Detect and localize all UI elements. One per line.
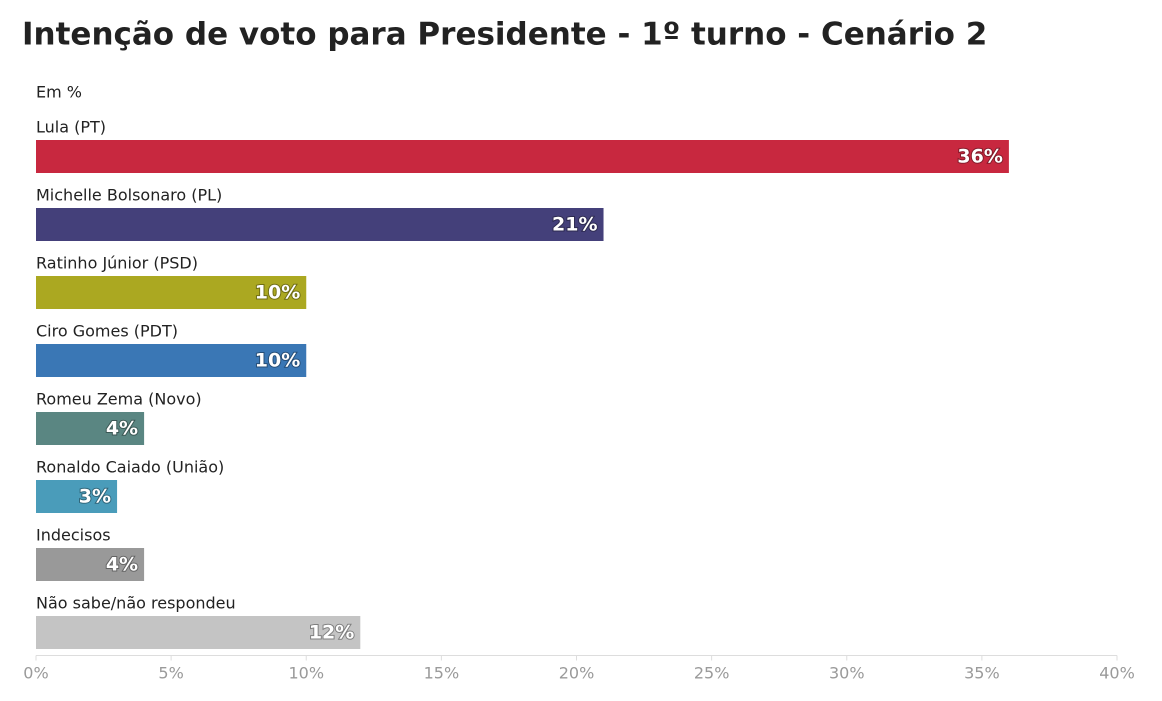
bar xyxy=(36,344,307,377)
value-label: 4% xyxy=(106,418,138,440)
value-label: 10% xyxy=(255,282,300,304)
category-label: Lula (PT) xyxy=(36,118,106,137)
bar xyxy=(36,616,361,649)
x-tick-label: 20% xyxy=(559,664,595,683)
value-label: 21% xyxy=(552,214,597,236)
x-tick-label: 35% xyxy=(964,664,1000,683)
bar xyxy=(36,140,1009,173)
value-label: 10% xyxy=(255,350,300,372)
category-label: Ciro Gomes (PDT) xyxy=(36,322,178,341)
x-tick-label: 30% xyxy=(829,664,865,683)
category-label: Michelle Bolsonaro (PL) xyxy=(36,186,222,205)
value-label: 12% xyxy=(309,622,354,644)
bar xyxy=(36,412,145,445)
x-tick-label: 10% xyxy=(288,664,324,683)
value-label: 36% xyxy=(957,146,1002,168)
value-label: 4% xyxy=(106,554,138,576)
chart-title: Intenção de voto para Presidente - 1º tu… xyxy=(22,17,987,53)
chart-subtitle: Em % xyxy=(36,83,82,102)
bar xyxy=(36,480,118,513)
category-label: Ronaldo Caiado (União) xyxy=(36,458,224,477)
value-label: 3% xyxy=(79,486,111,508)
x-tick-label: 15% xyxy=(424,664,460,683)
x-tick-label: 5% xyxy=(158,664,183,683)
x-tick-label: 0% xyxy=(23,664,48,683)
category-label: Não sabe/não respondeu xyxy=(36,594,236,613)
x-tick-label: 25% xyxy=(694,664,730,683)
bar xyxy=(36,548,145,581)
category-label: Romeu Zema (Novo) xyxy=(36,390,202,409)
x-tick-label: 40% xyxy=(1099,664,1135,683)
bar xyxy=(36,276,307,309)
bar xyxy=(36,208,604,241)
category-label: Indecisos xyxy=(36,526,111,545)
category-label: Ratinho Júnior (PSD) xyxy=(36,254,198,273)
